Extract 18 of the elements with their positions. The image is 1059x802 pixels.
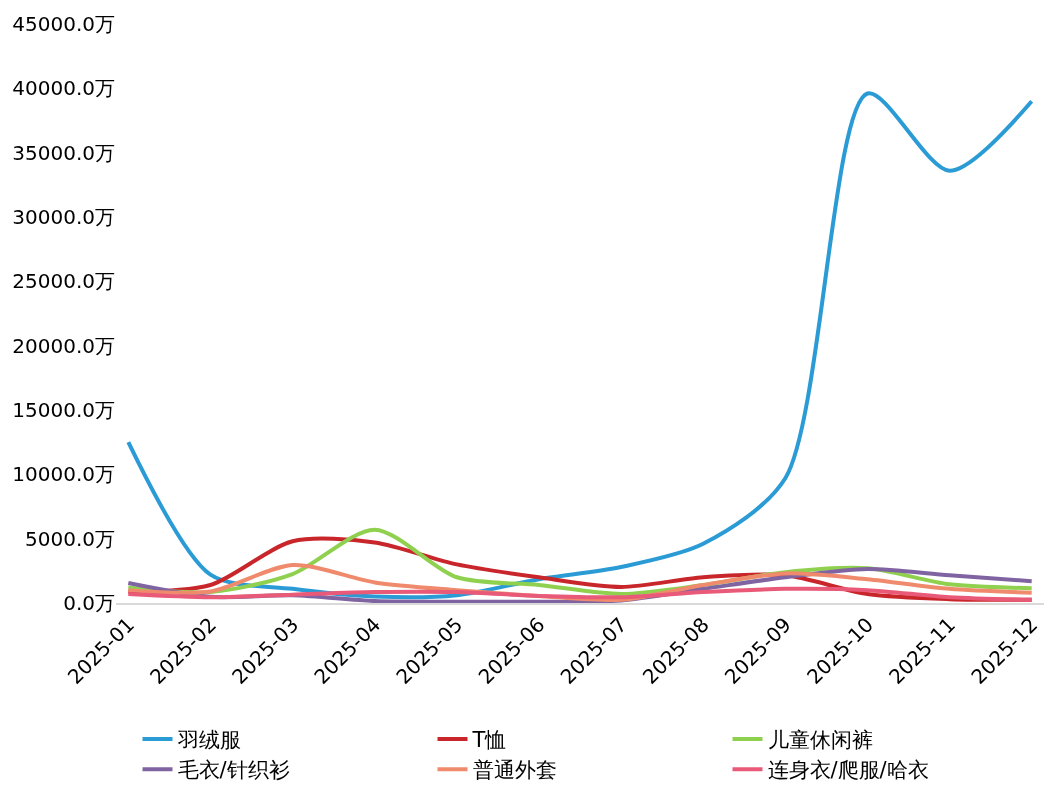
y-tick-label: 20000.0万 [12, 333, 115, 358]
legend-label: 毛衣/针织衫 [177, 758, 290, 783]
line-series [126, 586, 1034, 602]
y-tick-label: 5000.0万 [25, 526, 115, 551]
line-series [126, 91, 1034, 600]
legend-label: 普通外套 [472, 758, 557, 783]
legend-label: 羽绒服 [176, 728, 241, 753]
legend-label: 连身衣/爬服/哈衣 [767, 758, 929, 783]
y-tick-label: 40000.0万 [12, 76, 115, 101]
legend-label: 儿童休闲裤 [767, 728, 873, 753]
legend-label: T恤 [471, 728, 507, 753]
y-tick-label: 0.0万 [63, 591, 115, 615]
y-tick-label: 15000.0万 [12, 398, 115, 422]
y-tick-label: 25000.0万 [12, 269, 115, 294]
y-tick-label: 30000.0万 [12, 205, 115, 229]
y-tick-label: 10000.0万 [12, 462, 115, 487]
y-tick-label: 35000.0万 [12, 140, 115, 165]
y-tick-label: 45000.0万 [12, 12, 115, 36]
